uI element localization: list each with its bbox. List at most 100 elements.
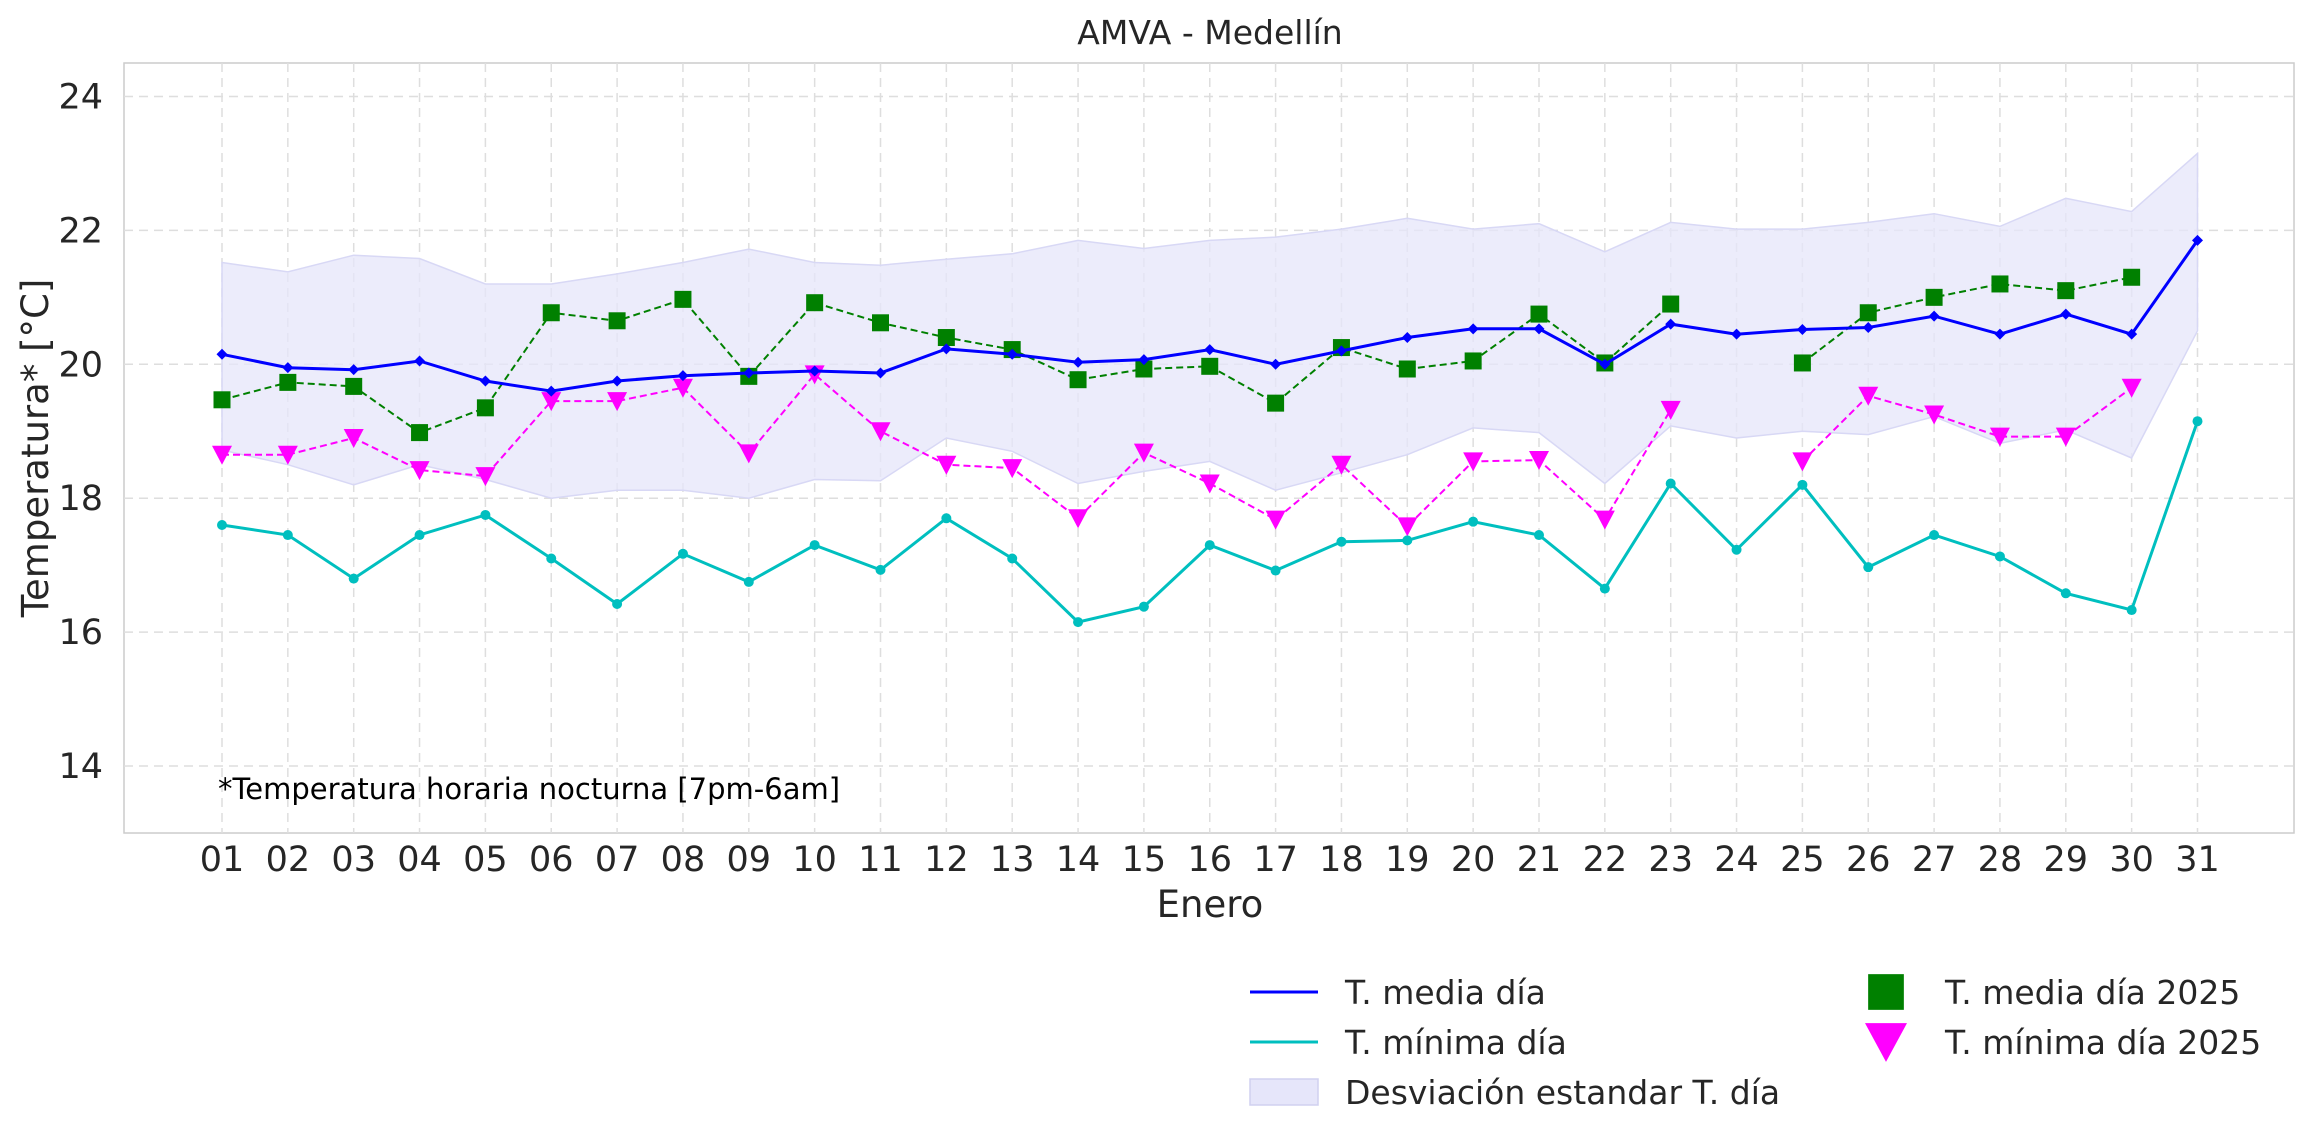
x-tick-label: 12 <box>924 840 969 880</box>
data-point <box>1006 348 1018 360</box>
data-point <box>1594 510 1615 530</box>
data-point <box>1270 565 1281 576</box>
data-point <box>1464 352 1482 370</box>
data-point <box>282 530 293 541</box>
data-point <box>809 540 820 551</box>
data-point <box>277 445 298 465</box>
data-point <box>343 428 364 448</box>
data-point <box>1731 328 1743 340</box>
data-point <box>1335 345 1347 357</box>
y-tick-label: 22 <box>58 211 103 251</box>
data-point <box>672 378 693 398</box>
data-point <box>1793 354 1811 372</box>
data-point <box>1924 405 1945 425</box>
legend-entry: T. media día <box>1250 973 1546 1012</box>
legend-entry: T. mínima día 2025 <box>1865 1023 2261 1062</box>
x-tick-label: 11 <box>858 840 903 880</box>
x-tick-label: 19 <box>1385 840 1430 880</box>
y-tick-label: 24 <box>58 77 103 117</box>
data-point <box>1660 400 1681 420</box>
data-point <box>1204 344 1216 356</box>
data-point <box>870 422 891 442</box>
legend-swatch <box>1868 974 1904 1010</box>
data-point <box>546 553 557 564</box>
x-tick-label: 25 <box>1780 840 1825 880</box>
x-tick-label: 28 <box>1978 840 2023 880</box>
data-point <box>738 444 759 464</box>
data-point <box>806 294 824 312</box>
data-point <box>608 312 626 330</box>
data-point <box>1929 530 1940 541</box>
x-tick-label: 15 <box>1122 840 1167 880</box>
data-point <box>1533 323 1545 335</box>
data-point <box>545 385 557 397</box>
data-point <box>1463 452 1484 472</box>
data-point <box>677 370 689 382</box>
x-tick-label: 10 <box>792 840 837 880</box>
data-point <box>809 365 821 377</box>
y-tick-label: 18 <box>58 479 103 519</box>
data-point <box>1467 323 1479 335</box>
data-point <box>475 467 496 487</box>
data-point <box>1534 530 1544 541</box>
x-tick-label: 29 <box>2044 840 2089 880</box>
data-point <box>607 392 628 412</box>
std-band-layer <box>221 151 2199 499</box>
data-point <box>875 367 886 379</box>
legend-label: T. media día 2025 <box>1944 973 2240 1012</box>
data-point <box>1858 386 1879 406</box>
data-point <box>2126 605 2137 616</box>
data-point <box>1792 452 1813 472</box>
data-point <box>348 364 360 376</box>
data-point <box>1862 321 1874 333</box>
data-point <box>743 367 755 379</box>
legend-swatch <box>1865 1023 1907 1062</box>
data-point <box>542 304 560 322</box>
data-point <box>476 399 494 417</box>
data-point <box>677 548 688 559</box>
gridlines <box>124 63 2294 833</box>
data-point <box>2055 427 2076 447</box>
data-point <box>1336 536 1347 547</box>
data-point <box>414 530 425 541</box>
x-tick-label: 01 <box>200 840 245 880</box>
series-layer <box>212 234 2203 628</box>
data-point <box>1201 357 1219 375</box>
data-point <box>1002 459 1023 479</box>
x-tick-label: 06 <box>529 840 574 880</box>
data-point <box>674 290 692 308</box>
x-tick-label: 17 <box>1253 840 1298 880</box>
data-point <box>348 573 359 584</box>
y-axis-ticks: 14 16 18 20 22 24 <box>58 77 103 787</box>
data-point <box>1859 304 1877 322</box>
data-point <box>937 329 955 347</box>
x-tick-label: 18 <box>1319 840 1364 880</box>
data-point <box>1991 275 2009 293</box>
x-tick-label: 05 <box>463 840 508 880</box>
legend-label: Desviación estandar T. día <box>1345 1073 1780 1112</box>
data-point <box>1397 517 1418 537</box>
y-tick-label: 14 <box>58 747 103 787</box>
data-point <box>282 362 294 374</box>
data-point <box>1138 601 1149 612</box>
chart-title: AMVA - Medellín <box>1077 13 1342 52</box>
data-point <box>1599 583 1610 594</box>
data-point <box>1925 288 1943 306</box>
data-point <box>1989 427 2010 447</box>
data-point <box>611 375 623 387</box>
x-tick-label: 07 <box>595 840 640 880</box>
legend-label: T. mínima día 2025 <box>1944 1023 2261 1062</box>
legend-label: T. media día <box>1344 973 1546 1012</box>
data-point <box>2126 328 2138 340</box>
data-point <box>1662 295 1680 313</box>
data-point <box>1073 617 1084 628</box>
data-point <box>1133 443 1154 463</box>
x-tick-label: 23 <box>1648 840 1693 880</box>
data-point <box>1398 360 1416 378</box>
data-point <box>1796 323 1808 335</box>
x-tick-label: 24 <box>1714 840 1759 880</box>
x-tick-label: 26 <box>1846 840 1891 880</box>
footnote: *Temperatura horaria nocturna [7pm-6am] <box>218 772 840 806</box>
data-point <box>1401 332 1413 344</box>
